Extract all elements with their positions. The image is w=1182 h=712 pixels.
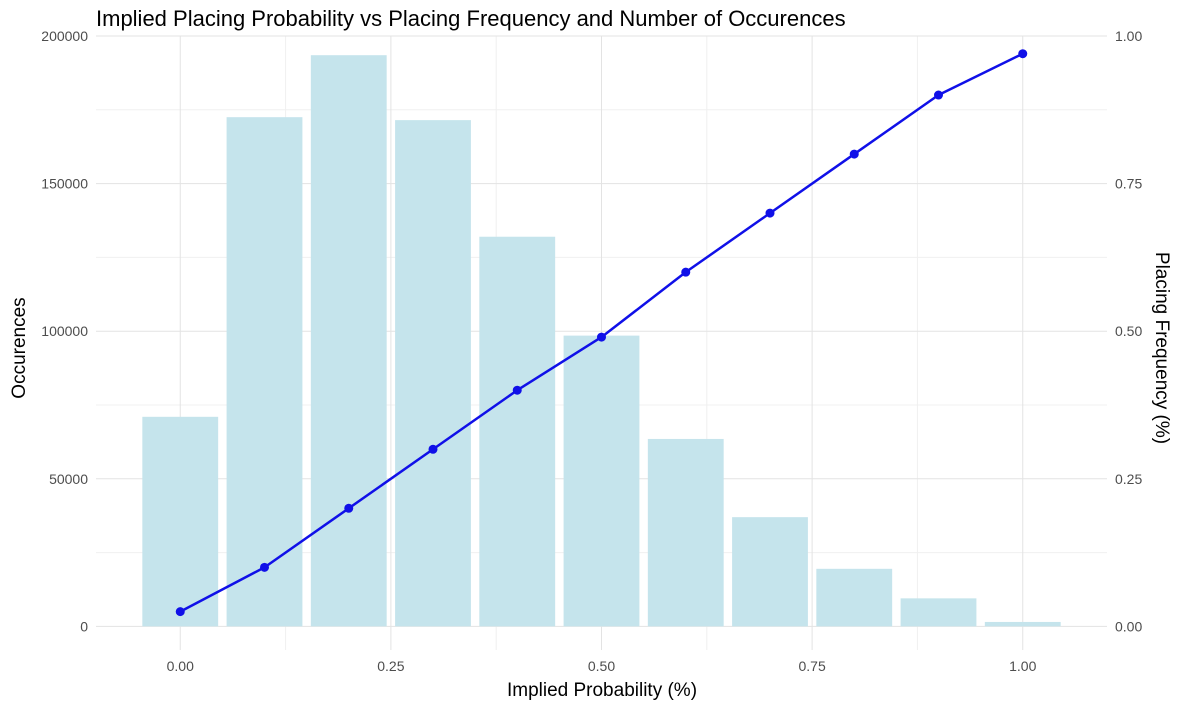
frequency-point: [512, 385, 522, 395]
x-tick-label: 0.75: [799, 658, 826, 674]
y-axis-title-left: Occurences: [9, 297, 30, 399]
frequency-point: [849, 149, 859, 159]
frequency-point: [597, 332, 606, 342]
y-tick-label: 150000: [41, 176, 88, 192]
y-tick-label: 100000: [41, 323, 88, 339]
x-tick-label: 1.00: [1009, 658, 1036, 674]
frequency-point: [681, 267, 691, 277]
bar: [900, 598, 977, 627]
bar: [142, 416, 219, 627]
y2-tick-label: 0.75: [1115, 176, 1142, 192]
frequency-point: [428, 444, 438, 454]
frequency-point: [1018, 49, 1028, 59]
frequency-point: [934, 90, 943, 100]
frequency-point: [344, 503, 354, 513]
x-tick-label: 0.25: [377, 658, 404, 674]
bar: [984, 621, 1061, 627]
y-tick-label: 200000: [41, 28, 88, 44]
frequency-point: [765, 208, 775, 218]
y2-tick-label: 0.50: [1115, 323, 1142, 339]
x-tick-label: 0.00: [167, 658, 194, 674]
bar: [395, 120, 471, 627]
bar: [226, 117, 303, 627]
bar: [816, 568, 893, 627]
chart-title: Implied Placing Probability vs Placing F…: [96, 6, 846, 31]
bar: [732, 517, 808, 627]
bar: [310, 55, 387, 627]
bar: [647, 438, 724, 627]
y2-tick-label: 1.00: [1115, 28, 1142, 44]
frequency-point: [175, 607, 185, 617]
y-axis-title-right: Placing Frequency (%): [1151, 251, 1172, 445]
y-tick-label: 50000: [49, 471, 88, 487]
y2-tick-label: 0.25: [1115, 471, 1142, 487]
x-axis-title: Implied Probability (%): [506, 680, 698, 701]
bar: [563, 335, 640, 627]
x-tick-label: 0.50: [588, 658, 615, 674]
y-tick-label: 0: [80, 618, 88, 634]
y2-tick-label: 0.00: [1115, 618, 1142, 634]
bar: [479, 236, 556, 627]
frequency-point: [260, 562, 269, 572]
